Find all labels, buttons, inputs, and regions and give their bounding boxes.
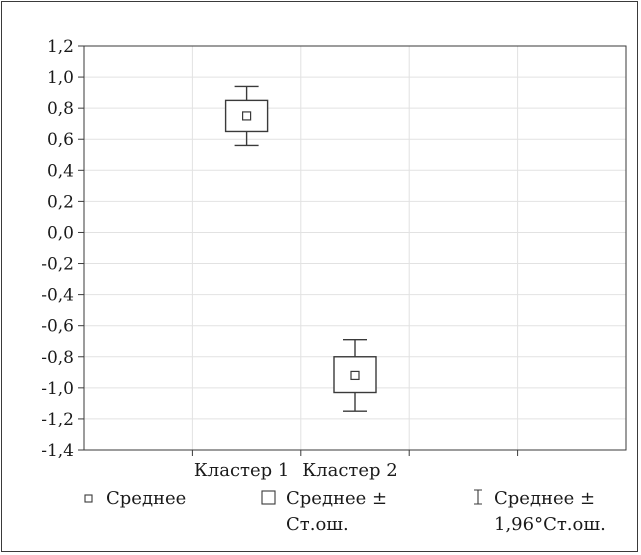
y-tick-label: -0,2 bbox=[41, 255, 74, 275]
legend-label: Ст.ош. bbox=[286, 514, 349, 535]
y-tick-label: 0,2 bbox=[47, 192, 74, 212]
y-tick-label: -0,6 bbox=[41, 317, 74, 337]
x-category-label: Кластер 2 bbox=[302, 460, 397, 481]
y-tick-label: -1,2 bbox=[41, 410, 74, 430]
mean-marker bbox=[350, 370, 360, 381]
legend-label: Среднее bbox=[106, 488, 186, 509]
y-tick-label: 0,0 bbox=[47, 223, 74, 243]
legend-item: Среднее ± Ст.ош. bbox=[261, 488, 387, 535]
legend-label: Среднее ± bbox=[286, 488, 387, 509]
plot-area bbox=[83, 45, 627, 451]
y-tick-label: -0,4 bbox=[41, 286, 74, 306]
y-tick-label: -0,8 bbox=[41, 348, 74, 368]
square-icon bbox=[261, 490, 276, 505]
y-tick-label: 1,0 bbox=[47, 68, 74, 88]
y-tick-label: 0,8 bbox=[47, 99, 74, 119]
cluster-box-group bbox=[224, 85, 269, 147]
whisker-icon bbox=[474, 489, 482, 505]
legend-item: Среднее ± 1,96°Ст.ош. bbox=[474, 488, 606, 535]
y-tick-label: 0,4 bbox=[47, 161, 74, 181]
y-tick-label: 0,6 bbox=[47, 130, 74, 150]
legend-item: Среднее bbox=[84, 488, 186, 509]
mean-marker bbox=[242, 111, 252, 121]
y-tick-label: -1,4 bbox=[41, 441, 74, 461]
y-tick-label: 1,2 bbox=[47, 37, 74, 57]
legend-label: Среднее ± bbox=[494, 488, 595, 509]
small-square-icon bbox=[84, 494, 93, 503]
cluster-box-group bbox=[333, 338, 377, 412]
x-category-label: Кластер 1 bbox=[194, 460, 289, 481]
legend-label: 1,96°Ст.ош. bbox=[494, 514, 606, 535]
y-tick-label: -1,0 bbox=[41, 379, 74, 399]
